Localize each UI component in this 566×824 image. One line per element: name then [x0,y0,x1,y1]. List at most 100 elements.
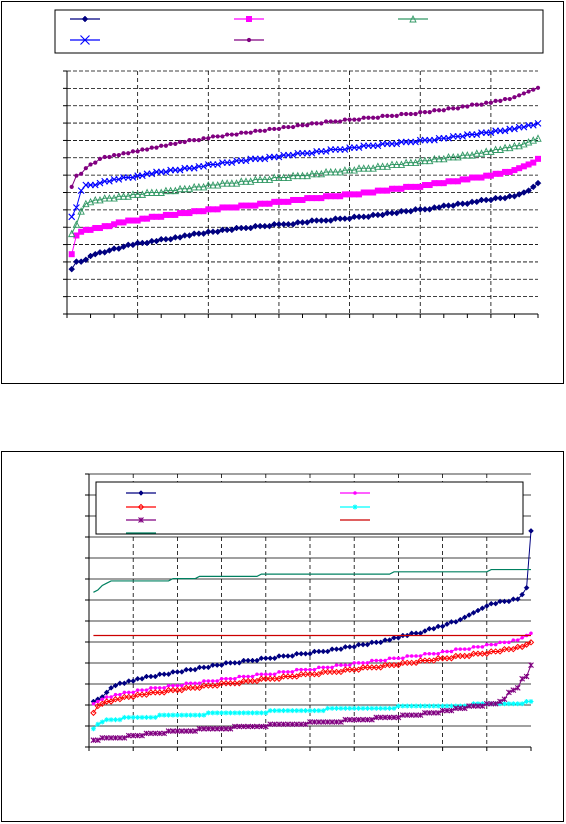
chart-1-series-4-point [200,162,207,170]
chart-2-series-5-point [298,721,305,728]
chart-2-series-5-point [439,707,446,714]
chart-1-series-1-point [412,205,419,213]
chart-1-series-4-point [115,176,123,183]
chart-1-series-3-point [256,175,264,183]
chart-2-series-2-point [211,679,215,683]
chart-1-series-1-point [275,220,283,228]
chart-2-series-4-point [210,710,216,716]
chart-1-series-5-point [479,102,484,107]
chart-1-series-5-point [394,113,399,118]
chart-1-series-3-point [246,177,255,185]
chart-1-series-3-point [265,175,274,183]
chart-2-series-3-point [138,691,146,698]
chart-2-series-2-point [241,674,246,679]
chart-2-series-2-point [515,638,520,642]
chart-1-series-5-point [517,93,522,98]
chart-1-series-3-point [162,186,170,195]
chart-2-series-4-point [431,703,437,709]
chart-1-series-1-point [529,183,537,191]
chart-1-series-5-point [309,121,315,126]
chart-1-series-2-point [181,210,188,217]
chart-1-series-1-point [209,228,217,236]
chart-1-series-1-point [68,265,76,273]
chart-1-series-1-point [506,192,514,200]
chart-2-series-5-point [408,712,415,719]
chart-1-series-5-point [498,98,503,104]
chart-1-series-2-point [356,191,363,198]
chart-1-series-3-point [181,184,189,193]
chart-2-series-1-point [346,644,353,650]
chart-2-series-3-point [121,693,128,701]
chart-1-series-2-point [454,178,461,185]
chart-1-series-5-point [220,134,225,139]
chart-2-series-5-point [497,698,503,705]
chart-2-series-2-point [144,688,149,692]
chart-1-series-1-point [237,224,245,232]
chart-1-series-2-point [214,206,221,213]
chart-2-series-5-point [315,719,322,725]
chart-1-series-3-point [67,229,76,238]
chart-1-series-1-point [219,226,226,234]
chart-1-series-2-point [393,185,400,192]
chart-1-series-3-point [77,207,85,215]
chart-1-series-2-point [464,176,471,183]
chart-1-series-3-point [473,149,481,157]
chart-1-series-3-point [261,175,269,183]
chart-2-series-4-point [409,703,415,709]
chart-1-series-3-point [350,166,359,174]
chart-1-series-1-point [365,213,372,221]
chart-1-series-2-point [469,174,476,181]
chart-2-series-3-point [492,648,499,655]
chart-2-series-3-point [328,668,336,676]
chart-2-series-2-point [303,667,308,672]
chart-1-series-2-point [210,206,217,213]
chart-1-series-2-point [134,217,141,224]
chart-2-series-4-point [276,708,282,714]
chart-1-series-3-point [91,195,99,204]
chart-2-series-5-point [492,700,499,707]
chart-1-series-1 [68,179,542,273]
chart-2-series-5-point [183,728,190,734]
chart-1-series-3-point [449,152,457,161]
chart-1-series-3-point [199,182,208,191]
chart-1-series-1-point [256,222,264,230]
chart-1-series-2-point [172,211,179,218]
chart-2-series-3-point [501,645,508,653]
chart-2-series-5-point [280,721,287,728]
chart-1-series-4-point [308,149,316,157]
chart-2-series-5-point [342,716,349,723]
chart-1-series-3-point [388,160,396,168]
chart-1-series-5-point [144,147,150,152]
chart-2-series-4-point [320,708,326,714]
chart-1-series-1-point [294,219,302,226]
chart-2-series-5-point [201,725,207,732]
chart-2-series-4-point [440,703,446,709]
chart-2-series-4-point [413,703,419,709]
chart-2-series-4-point [435,703,441,709]
chart-2-series-3-point [240,677,247,685]
chart-2-series-3-point [386,661,393,669]
chart-2-series-4-point [143,714,149,720]
chart-2-series-1-point [196,664,203,671]
chart-2-series-4-point [289,708,295,714]
chart-2-series-1-point [209,662,216,668]
chart-1-series-3-point [204,181,213,189]
chart-2-series-1-point [152,673,159,680]
chart-1-series-1-point [534,179,542,187]
chart-2-series-2-point [511,638,516,642]
chart-2-series-5-point [373,714,380,721]
chart-2-series-3-point [527,639,535,646]
chart-1-series-1-point [478,196,485,204]
chart-2-series-3-point [430,657,437,664]
chart-2-series-2-point [171,683,175,688]
chart-2-legend [95,481,524,535]
chart-2-series-5-point [382,714,389,721]
chart-2-series-5-point [130,732,137,739]
chart-2-series-2-point [228,677,233,681]
chart-1-series-2-point [125,217,132,224]
chart-2-series-5-point [413,712,419,719]
chart-2-series-3 [90,639,535,717]
chart-2-series-4-point [174,712,180,718]
chart-2-series-5-point [514,684,521,691]
chart-1-series-1-point [186,232,193,239]
